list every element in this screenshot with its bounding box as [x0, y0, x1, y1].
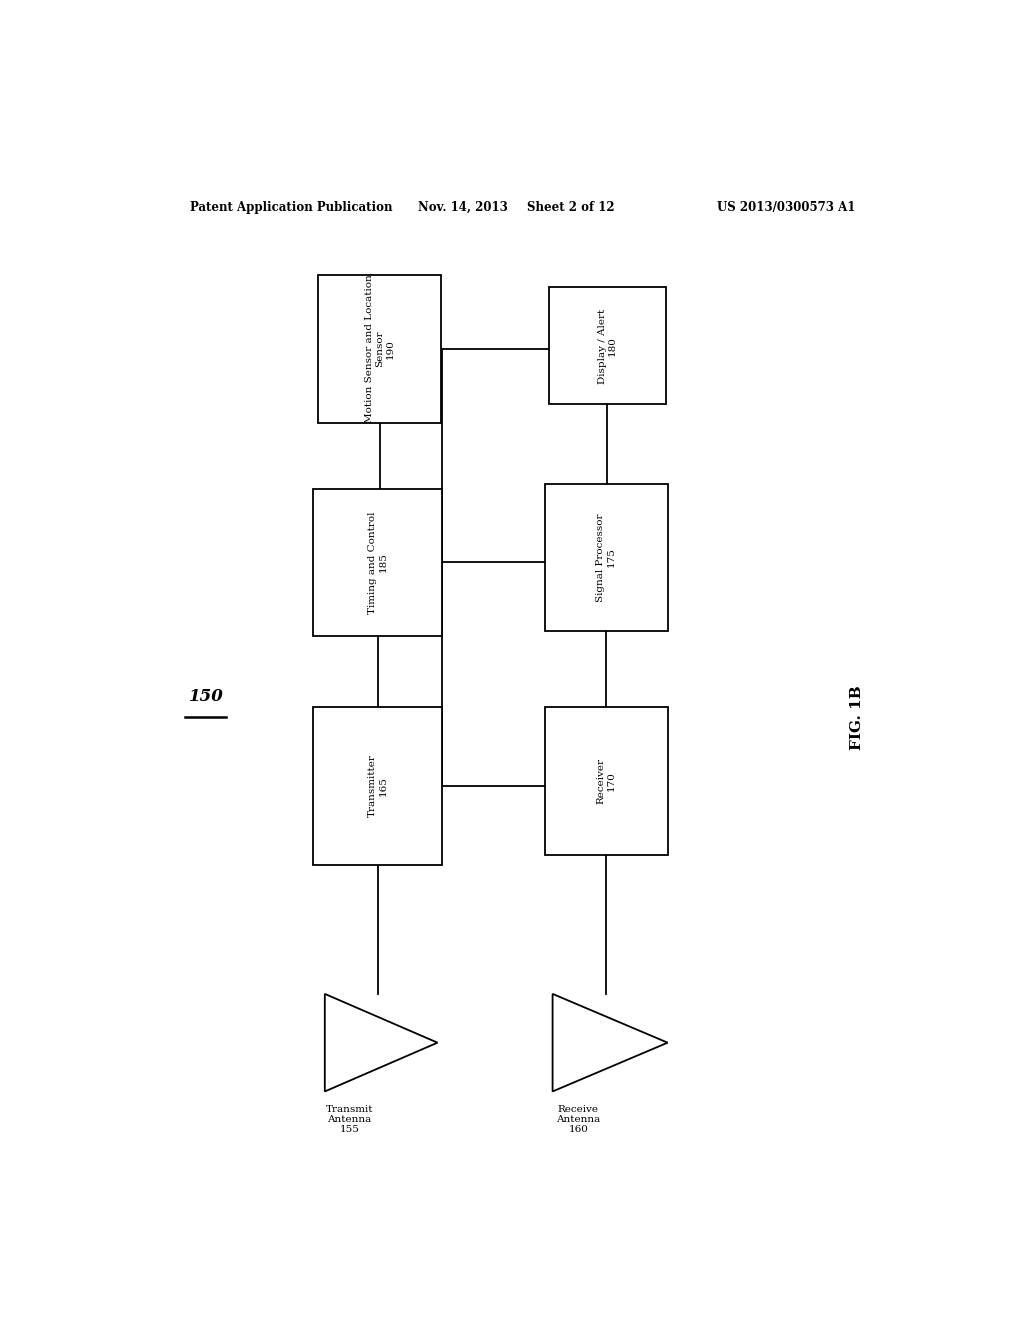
Text: Transmit
Antenna
155: Transmit Antenna 155 — [326, 1105, 373, 1134]
Polygon shape — [325, 994, 437, 1092]
Text: US 2013/0300573 A1: US 2013/0300573 A1 — [717, 201, 855, 214]
Text: Receiver
170: Receiver 170 — [596, 758, 615, 804]
FancyBboxPatch shape — [549, 288, 666, 404]
Polygon shape — [553, 994, 668, 1092]
FancyBboxPatch shape — [313, 488, 442, 636]
FancyBboxPatch shape — [545, 483, 668, 631]
FancyBboxPatch shape — [545, 708, 668, 854]
Text: 150: 150 — [189, 688, 224, 705]
Text: Sheet 2 of 12: Sheet 2 of 12 — [527, 201, 614, 214]
Text: Patent Application Publication: Patent Application Publication — [189, 201, 392, 214]
Text: Transmitter
165: Transmitter 165 — [368, 755, 387, 817]
FancyBboxPatch shape — [318, 276, 441, 422]
Text: Display / Alert
180: Display / Alert 180 — [598, 309, 617, 384]
Text: Motion Sensor and Location
Sensor
190: Motion Sensor and Location Sensor 190 — [366, 275, 395, 424]
Text: Nov. 14, 2013: Nov. 14, 2013 — [418, 201, 508, 214]
Text: Signal Processor
175: Signal Processor 175 — [596, 513, 615, 602]
Text: Timing and Control
185: Timing and Control 185 — [368, 511, 387, 614]
Text: FIG. 1B: FIG. 1B — [850, 685, 863, 750]
Text: Receive
Antenna
160: Receive Antenna 160 — [556, 1105, 600, 1134]
FancyBboxPatch shape — [313, 708, 442, 865]
